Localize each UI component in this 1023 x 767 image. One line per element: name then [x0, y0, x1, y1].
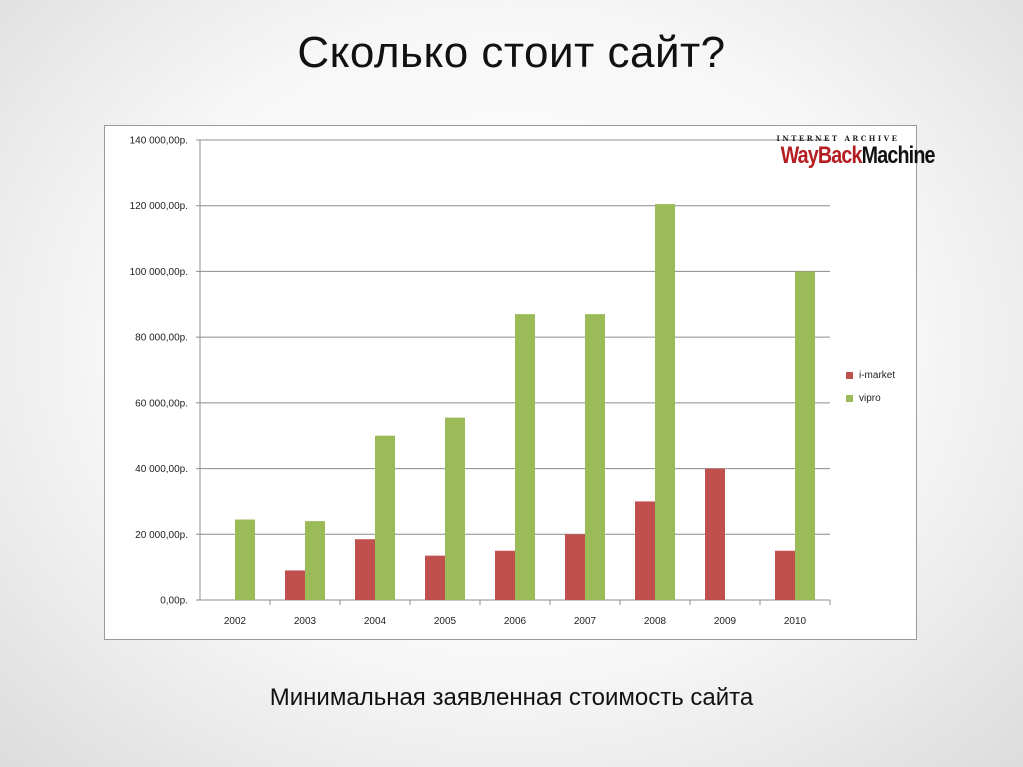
wayback-main-text: WayBackMachine: [780, 142, 936, 169]
y-tick-label: 20 000,00р.: [135, 530, 188, 541]
y-tick-label: 80 000,00р.: [135, 333, 188, 344]
bar-vipro-2006: [515, 314, 535, 600]
legend-item-vipro: vipro: [846, 387, 895, 410]
legend-swatch-vipro: [846, 395, 853, 402]
legend-swatch-i-market: [846, 372, 853, 379]
bar-vipro-2007: [585, 314, 605, 600]
y-tick-label: 140 000,00р.: [130, 136, 188, 147]
bar-i-market-2006: [495, 550, 515, 600]
bar-i-market-2004: [355, 539, 375, 600]
x-tick-label: 2005: [434, 616, 457, 627]
wayback-top-text: INTERNET ARCHIVE: [776, 134, 900, 143]
x-tick-label: 2002: [224, 616, 247, 627]
bar-i-market-2010: [775, 550, 795, 600]
x-tick-label: 2003: [294, 616, 317, 627]
bar-i-market-2005: [425, 555, 445, 600]
bar-vipro-2002: [235, 519, 255, 600]
legend-label-i-market: i-market: [859, 370, 896, 381]
x-tick-label: 2007: [574, 616, 597, 627]
x-tick-label: 2009: [714, 616, 737, 627]
legend-item-i-market: i-market: [846, 364, 895, 387]
bar-i-market-2009: [705, 468, 725, 600]
bar-vipro-2004: [375, 435, 395, 600]
bar-i-market-2008: [635, 501, 655, 600]
bar-vipro-2003: [305, 521, 325, 600]
legend-label-vipro: vipro: [859, 393, 881, 404]
y-tick-label: 60 000,00р.: [135, 398, 188, 409]
chart-frame: 0,00р. 20 000,00р. 40 000,00р. 60 000,00р. 8…: [104, 125, 936, 640]
y-tick-label: 0,00р.: [160, 596, 188, 607]
slide-caption: Минимальная заявленная стоимость сайта: [269, 684, 754, 711]
legend: i-market vipro: [846, 364, 895, 410]
x-tick-label: 2008: [644, 616, 667, 627]
bars: [235, 204, 815, 601]
slide-title: Сколько стоит сайт?: [297, 28, 726, 77]
bar-i-market-2003: [285, 570, 305, 600]
x-tick-label: 2006: [504, 616, 527, 627]
bar-vipro-2005: [445, 417, 465, 600]
gridlines: [196, 139, 830, 601]
bar-vipro-2010: [795, 271, 815, 600]
x-tick-label: 2010: [784, 616, 807, 627]
y-tick-label: 40 000,00р.: [135, 464, 188, 475]
y-tick-label: 120 000,00р.: [130, 201, 188, 212]
bar-chart: 0,00р. 20 000,00р. 40 000,00р. 60 000,00р. 8…: [130, 136, 831, 627]
bar-vipro-2008: [655, 204, 675, 601]
wayback-machine-logo: INTERNET ARCHIVE WayBackMachine: [768, 134, 936, 169]
y-tick-label: 100 000,00р.: [130, 267, 188, 278]
bar-i-market-2007: [565, 534, 585, 600]
x-tick-label: 2004: [364, 616, 387, 627]
